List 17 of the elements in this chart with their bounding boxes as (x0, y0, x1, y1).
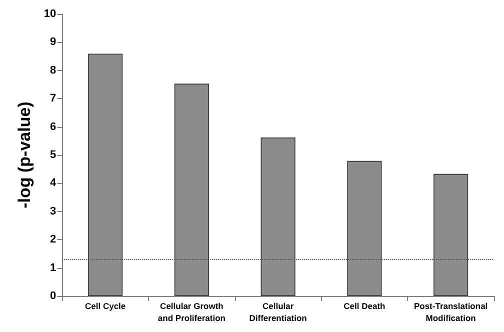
y-tick-label: 2 (50, 234, 56, 246)
x-tick-label: Cell Death (344, 301, 386, 311)
y-tick-label: 7 (50, 92, 56, 105)
y-tick-label: 3 (50, 205, 56, 218)
x-tick-label: Cellular Growth and Proliferation (158, 301, 226, 323)
y-axis-title: -log (p-value) (15, 102, 34, 208)
y-tick-label: 10 (44, 8, 56, 20)
x-tick-label: Post-Translational Modification (414, 301, 488, 323)
y-tick-label: 0 (50, 290, 56, 302)
y-tick-label: 1 (50, 262, 56, 274)
y-tick-label: 9 (50, 36, 56, 48)
y-tick-label: 5 (50, 149, 56, 161)
x-tick-label: Cellular Differentiation (249, 301, 307, 323)
x-tick-label: Cell Cycle (85, 301, 126, 311)
y-tick-label: 8 (50, 64, 56, 76)
y-tick-label: 4 (50, 177, 58, 190)
y-tick-label: 6 (50, 120, 56, 133)
